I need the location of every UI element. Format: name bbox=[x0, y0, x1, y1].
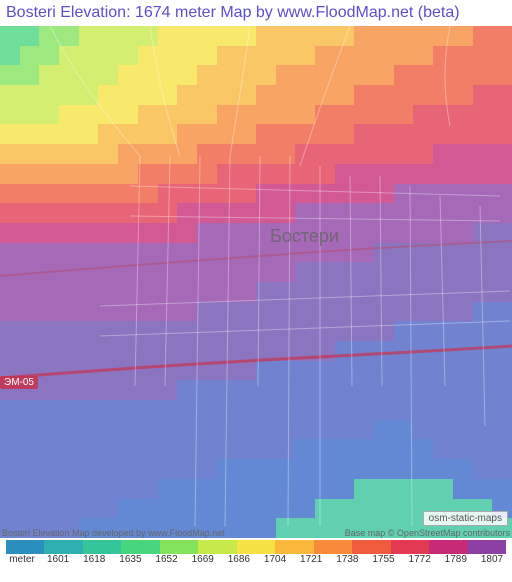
legend-tick: 1669 bbox=[185, 554, 221, 565]
legend-colorbar bbox=[6, 540, 506, 554]
legend-tick: 1738 bbox=[329, 554, 365, 565]
base-attribution: Base map © OpenStreetMap contributors bbox=[345, 528, 510, 538]
legend-tick: 1704 bbox=[257, 554, 293, 565]
road-label: ЭМ-05 bbox=[0, 376, 38, 389]
legend-tick: 1652 bbox=[148, 554, 184, 565]
legend-tick: 1789 bbox=[438, 554, 474, 565]
legend-tick: 1686 bbox=[221, 554, 257, 565]
legend-unit: meter bbox=[2, 554, 40, 565]
legend-tick: 1772 bbox=[402, 554, 438, 565]
legend-tick: 1721 bbox=[293, 554, 329, 565]
legend-labels: meter16011618163516521669168617041721173… bbox=[0, 554, 512, 565]
elevation-heatmap bbox=[0, 26, 512, 538]
legend-tick: 1807 bbox=[474, 554, 510, 565]
elevation-map: Бостери ЭМ-05 osm-static-maps Base map ©… bbox=[0, 26, 512, 538]
legend-tick: 1601 bbox=[40, 554, 76, 565]
legend-tick: 1618 bbox=[76, 554, 112, 565]
osm-badge: osm-static-maps bbox=[423, 511, 508, 526]
page-title: Bosteri Elevation: 1674 meter Map by www… bbox=[0, 0, 512, 26]
legend-tick: 1635 bbox=[112, 554, 148, 565]
city-label: Бостери bbox=[270, 226, 339, 247]
elevation-legend: meter16011618163516521669168617041721173… bbox=[0, 540, 512, 582]
dev-attribution: Bosteri Elevation Map developed by www.F… bbox=[2, 528, 225, 538]
legend-tick: 1755 bbox=[365, 554, 401, 565]
